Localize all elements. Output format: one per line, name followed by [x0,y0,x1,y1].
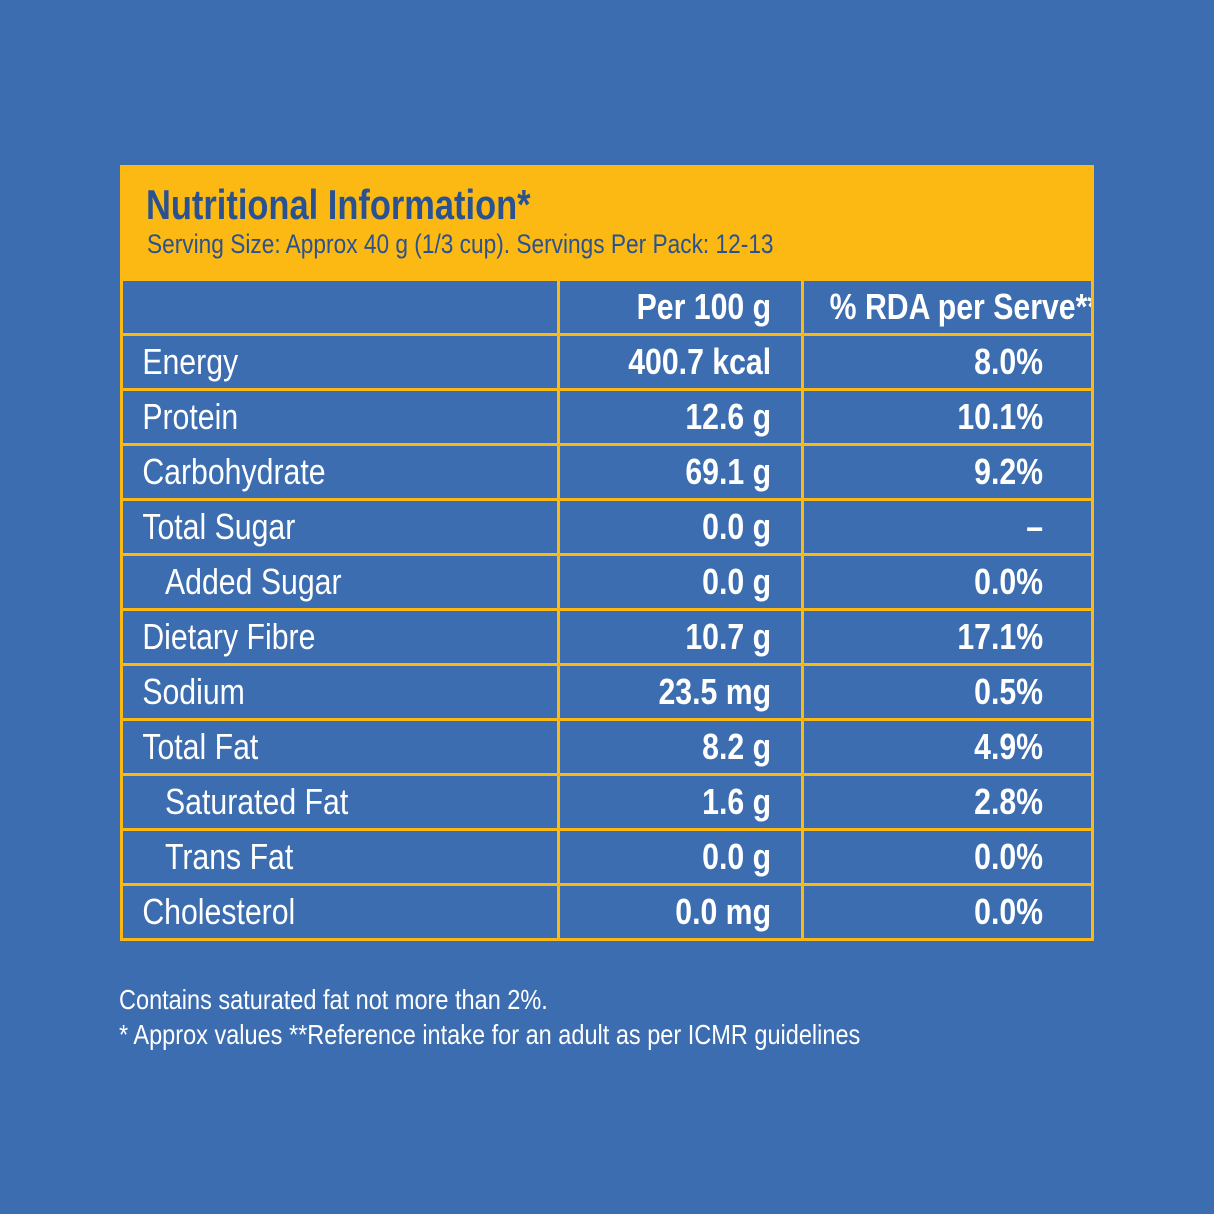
footnote-reference: * Approx values **Reference intake for a… [119,1019,861,1050]
rda-value: 2.8% [801,773,1094,831]
table-row: Trans Fat 0.0 g 0.0% [120,828,1094,886]
table-row: Added Sugar 0.0 g 0.0% [120,553,1094,611]
table-row: Sodium 23.5 mg 0.5% [120,663,1094,721]
column-header-rda: % RDA per Serve** [801,278,1094,336]
rda-value: 8.0% [801,333,1094,391]
panel-header: Nutritional Information* Serving Size: A… [120,165,1094,278]
rda-value: 9.2% [801,443,1094,501]
nutrient-name: Saturated Fat [120,773,560,831]
footnote-saturated-fat: Contains saturated fat not more than 2%. [119,984,548,1015]
per-100g-value: 400.7 kcal [557,333,804,391]
table-row: Total Sugar 0.0 g – [120,498,1094,556]
per-100g-value: 12.6 g [557,388,804,446]
per-100g-value: 0.0 mg [557,883,804,941]
table-row: Cholesterol 0.0 mg 0.0% [120,883,1094,941]
rda-value: – [801,498,1094,556]
per-100g-value: 69.1 g [557,443,804,501]
rda-value: 0.0% [801,828,1094,886]
per-100g-value: 1.6 g [557,773,804,831]
per-100g-value: 0.0 g [557,498,804,556]
nutrient-name: Total Fat [120,718,560,776]
nutrient-name: Total Sugar [120,498,560,556]
column-header-per100: Per 100 g [557,278,804,336]
nutrient-name: Energy [120,333,560,391]
nutrient-name: Protein [120,388,560,446]
table-row: Protein 12.6 g 10.1% [120,388,1094,446]
column-header-nutrient [120,278,560,336]
nutrient-name: Added Sugar [120,553,560,611]
panel-title: Nutritional Information* [146,181,531,228]
nutrient-name: Carbohydrate [120,443,560,501]
per-100g-value: 0.0 g [557,828,804,886]
table-row: Total Fat 8.2 g 4.9% [120,718,1094,776]
nutrient-name: Dietary Fibre [120,608,560,666]
nutrient-name: Cholesterol [120,883,560,941]
nutrient-name: Sodium [120,663,560,721]
table-row: Dietary Fibre 10.7 g 17.1% [120,608,1094,666]
table-row: Saturated Fat 1.6 g 2.8% [120,773,1094,831]
nutrition-panel: Nutritional Information* Serving Size: A… [120,165,1094,941]
table-row: Carbohydrate 69.1 g 9.2% [120,443,1094,501]
rda-value: 17.1% [801,608,1094,666]
per-100g-value: 8.2 g [557,718,804,776]
header-row: Per 100 g % RDA per Serve** [120,278,1094,336]
table-row: Energy 400.7 kcal 8.0% [120,333,1094,391]
rda-value: 0.5% [801,663,1094,721]
nutrient-name: Trans Fat [120,828,560,886]
rda-value: 10.1% [801,388,1094,446]
rda-value: 4.9% [801,718,1094,776]
nutrition-table: Per 100 g % RDA per Serve** Energy 400.7 … [120,278,1094,941]
serving-size: Serving Size: Approx 40 g (1/3 cup). Ser… [147,229,774,259]
per-100g-value: 10.7 g [557,608,804,666]
rda-value: 0.0% [801,553,1094,611]
per-100g-value: 23.5 mg [557,663,804,721]
per-100g-value: 0.0 g [557,553,804,611]
rda-value: 0.0% [801,883,1094,941]
